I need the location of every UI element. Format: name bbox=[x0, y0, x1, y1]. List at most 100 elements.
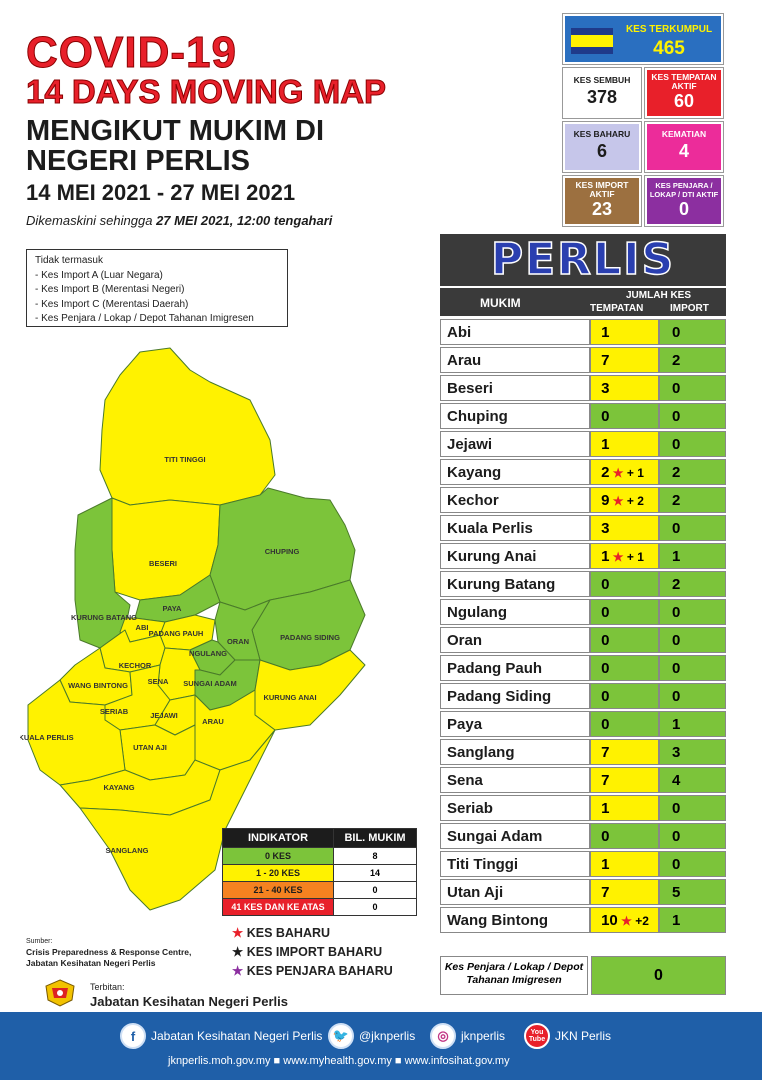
table-row: Seriab 1 0 bbox=[440, 795, 726, 821]
import-count: 2 bbox=[659, 347, 726, 373]
indicator-row: 0 KES 8 bbox=[222, 847, 417, 865]
table-row: Beseri 3 0 bbox=[440, 375, 726, 401]
mukim-name: Kechor bbox=[440, 487, 591, 513]
table-row: Chuping 0 0 bbox=[440, 403, 726, 429]
indicator-table: INDIKATOR BIL. MUKIM 0 KES 8 1 - 20 KES 14 2… bbox=[222, 828, 417, 916]
stat-label: KES TEMPATAN AKTIF bbox=[651, 72, 717, 91]
region-kuala-perlis[interactable] bbox=[27, 679, 126, 786]
source-line2: Jabatan Kesihatan Negeri Perlis bbox=[26, 958, 156, 968]
mukim-name: Padang Siding bbox=[440, 683, 591, 709]
flag-icon bbox=[571, 28, 613, 54]
stat-label: KES TERKUMPUL bbox=[625, 24, 713, 35]
exclusion-item: - Kes Import A (Luar Negara) bbox=[35, 269, 163, 281]
map-label-kurung-batang: KURUNG BATANG bbox=[71, 613, 137, 622]
source-line1: Crisis Preparedness & Response Centre, bbox=[26, 947, 192, 957]
date-range: 14 MEI 2021 - 27 MEI 2021 bbox=[26, 180, 296, 205]
import-count: 2 bbox=[659, 487, 726, 513]
website-link[interactable]: www.myhealth.gov.my bbox=[283, 1055, 392, 1067]
mukim-name: Chuping bbox=[440, 403, 591, 429]
table-row: Titi Tinggi 1 0 bbox=[440, 851, 726, 877]
table-row: Kurung Batang 0 2 bbox=[440, 571, 726, 597]
penjara-value-box: 0 bbox=[591, 956, 726, 995]
instagram-link[interactable]: ◎ jknperlis bbox=[430, 1022, 505, 1050]
publisher-label: Terbitan: bbox=[90, 982, 125, 992]
indicator-row: 41 KES DAN KE ATAS 0 bbox=[222, 898, 417, 916]
exclusion-item: - Kes Import C (Merentasi Daerah) bbox=[35, 298, 189, 310]
table-row: Sena 7 4 bbox=[440, 767, 726, 793]
new-case-count: + 2 bbox=[623, 493, 644, 508]
perlis-map: TITI TINGGI BESERI CHUPING KURUNG BATANG… bbox=[20, 347, 366, 911]
map-label-jejawi: JEJAWI bbox=[150, 711, 178, 720]
mukim-name: Arau bbox=[440, 347, 591, 373]
import-count: 0 bbox=[659, 375, 726, 401]
tempatan-count: 0 bbox=[590, 823, 660, 849]
website-link[interactable]: jknperlis.moh.gov.my bbox=[168, 1055, 271, 1067]
map-label-sanglang: SANGLANG bbox=[106, 846, 149, 855]
import-count: 5 bbox=[659, 879, 726, 905]
import-count: 2 bbox=[659, 571, 726, 597]
new-case-count: + 1 bbox=[623, 465, 644, 480]
region-sanglang[interactable] bbox=[79, 729, 276, 911]
youtube-link[interactable]: You Tube JKN Perlis bbox=[524, 1022, 611, 1050]
publisher-name: Jabatan Kesihatan Negeri Perlis bbox=[90, 994, 288, 1009]
import-count: 0 bbox=[659, 319, 726, 345]
mukim-name: Paya bbox=[440, 711, 591, 737]
indicator-label: 1 - 20 KES bbox=[222, 864, 334, 882]
import-count: 0 bbox=[659, 683, 726, 709]
table-row: Sanglang 7 3 bbox=[440, 739, 726, 765]
table-row: Jejawi 1 0 bbox=[440, 431, 726, 457]
col-jumlah-kes: JUMLAH KES bbox=[626, 290, 692, 301]
red-star-icon: ★ bbox=[609, 465, 624, 480]
stat-kes-penjara: KES PENJARA / LOKAP / DTI AKTIF 0 bbox=[645, 176, 723, 226]
mukim-name: Sena bbox=[440, 767, 591, 793]
mukim-name: Utan Aji bbox=[440, 879, 591, 905]
map-label-sungai-adam: SUNGAI ADAM bbox=[183, 679, 236, 688]
red-star-icon: ★ bbox=[609, 549, 624, 564]
tempatan-count: 0 bbox=[590, 711, 660, 737]
import-count: 0 bbox=[659, 431, 726, 457]
import-count: 0 bbox=[659, 403, 726, 429]
table-row: Kuala Perlis 3 0 bbox=[440, 515, 726, 541]
import-count: 4 bbox=[659, 767, 726, 793]
region-utan-aji[interactable] bbox=[119, 724, 196, 781]
tempatan-count: 1 ★ + 1 bbox=[590, 543, 660, 569]
facebook-link[interactable]: f Jabatan Kesihatan Negeri Perlis bbox=[120, 1022, 322, 1050]
map-label-abi: ABI bbox=[136, 623, 149, 632]
state-title: PERLIS bbox=[490, 233, 676, 286]
coat-of-arms-icon bbox=[40, 978, 80, 1008]
region-titi-tinggi[interactable] bbox=[99, 347, 276, 506]
col-tempatan: TEMPATAN bbox=[590, 303, 644, 314]
mukim-name: Abi bbox=[440, 319, 591, 345]
title-moving-map: 14 DAYS MOVING MAP bbox=[25, 73, 387, 110]
website-link[interactable]: www.infosihat.gov.my bbox=[404, 1055, 510, 1067]
stat-label: KES PENJARA / LOKAP / DTI AKTIF bbox=[649, 181, 719, 199]
mukim-name: Kurung Batang bbox=[440, 571, 591, 597]
legend-kes-baharu: ★ KES BAHARU bbox=[232, 926, 331, 940]
purple-star-icon: ★ bbox=[232, 964, 244, 978]
map-label-beseri: BESERI bbox=[149, 559, 177, 568]
table-header: MUKIM JUMLAH KES TEMPATAN IMPORT bbox=[440, 288, 726, 316]
table-row: Utan Aji 7 5 bbox=[440, 879, 726, 905]
indicator-col1: INDIKATOR bbox=[222, 828, 334, 848]
mukim-name: Sungai Adam bbox=[440, 823, 591, 849]
tempatan-count: 0 bbox=[590, 571, 660, 597]
mukim-name: Padang Pauh bbox=[440, 655, 591, 681]
tempatan-count: 1 bbox=[590, 795, 660, 821]
twitter-link[interactable]: 🐦 @jknperlis bbox=[328, 1022, 415, 1050]
indicator-label: 21 - 40 KES bbox=[222, 881, 334, 899]
legend-kes-penjara-baharu: ★ KES PENJARA BAHARU bbox=[232, 964, 393, 978]
map-label-seriab: SERIAB bbox=[100, 707, 129, 716]
mukim-name: Oran bbox=[440, 627, 591, 653]
table-row: Abi 1 0 bbox=[440, 319, 726, 345]
stat-kes-baharu: KES BAHARU 6 bbox=[563, 122, 641, 172]
import-count: 0 bbox=[659, 599, 726, 625]
red-star-icon: ★ bbox=[617, 913, 632, 928]
mukim-name: Wang Bintong bbox=[440, 907, 591, 933]
updated-note: Dikemaskini sehingga 27 MEI 2021, 12:00 … bbox=[26, 213, 333, 228]
stat-value: 0 bbox=[678, 199, 689, 219]
map-label-kayang: KAYANG bbox=[103, 783, 134, 792]
map-label-wang-bintong: WANG BINTONG bbox=[68, 681, 128, 690]
col-import: IMPORT bbox=[670, 303, 709, 314]
stat-kes-terkumpul: KES TERKUMPUL 465 bbox=[563, 14, 723, 64]
